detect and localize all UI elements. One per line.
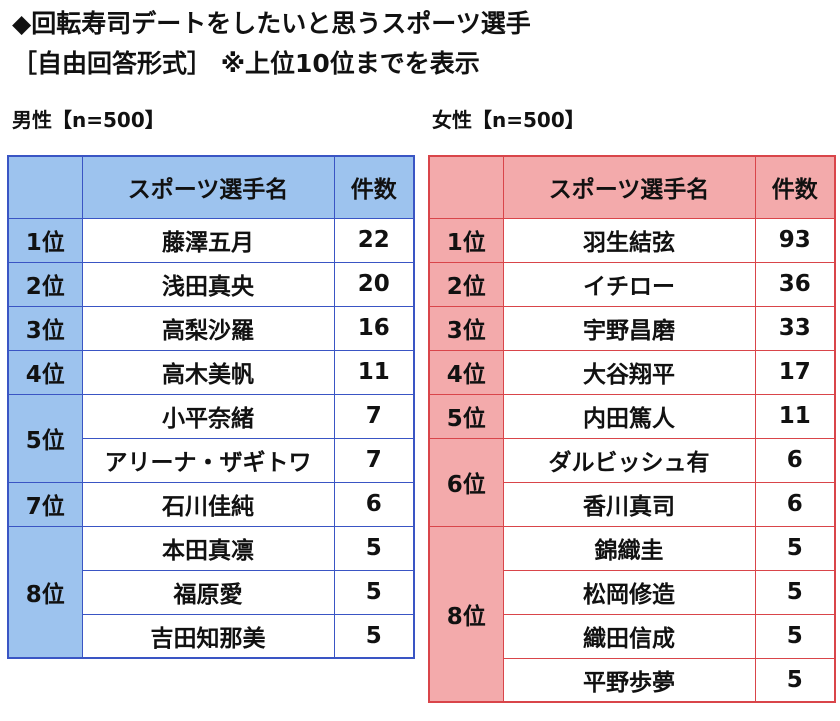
athlete-name-cell: 石川佳純	[81, 481, 335, 527]
rank-cell: 1位	[428, 217, 504, 263]
table-header-row: スポーツ選手名 件数	[428, 155, 836, 219]
count-cell: 20	[333, 261, 415, 307]
count-cell: 6	[754, 437, 836, 483]
table-row: 7位 石川佳純 6	[7, 481, 415, 527]
rank-cell: 6位	[428, 437, 504, 527]
rank-cell: 4位	[7, 349, 83, 395]
rank-cell: 4位	[428, 349, 504, 395]
count-header: 件数	[333, 155, 415, 219]
count-cell: 16	[333, 305, 415, 351]
count-cell: 5	[754, 569, 836, 615]
rank-cell: 3位	[7, 305, 83, 351]
table-row: 6位 ダルビッシュ有 6	[428, 437, 836, 527]
female-section-label: 女性【n=500】	[432, 108, 585, 132]
table-row: 平野歩夢 5	[429, 657, 836, 703]
athlete-name-cell: 宇野昌磨	[502, 305, 756, 351]
table-row: 4位 高木美帆 11	[7, 349, 415, 395]
athlete-name-cell: 浅田真央	[81, 261, 335, 307]
table-row: 松岡修造 5	[429, 569, 836, 615]
male-section-label: 男性【n=500】	[12, 108, 165, 132]
name-header: スポーツ選手名	[502, 155, 756, 219]
rank-cell: 5位	[7, 393, 83, 483]
rank-header	[428, 155, 504, 219]
count-cell: 6	[333, 481, 415, 527]
count-cell: 5	[754, 657, 836, 703]
athlete-name-cell: 錦織圭	[502, 525, 756, 571]
female-ranking-table: スポーツ選手名 件数 1位 羽生結弦 93 2位 イチロー 36 3位 宇野昌磨 33 4位 大谷翔…	[428, 155, 836, 703]
athlete-name-cell: 内田篤人	[502, 393, 756, 439]
count-cell: 33	[754, 305, 836, 351]
rank-cell: 1位	[7, 217, 83, 263]
count-cell: 93	[754, 217, 836, 263]
count-cell: 36	[754, 261, 836, 307]
count-cell: 5	[754, 525, 836, 571]
athlete-name-cell: イチロー	[502, 261, 756, 307]
athlete-name-cell: 高木美帆	[81, 349, 335, 395]
athlete-name-cell: 吉田知那美	[81, 613, 335, 659]
table-header-row: スポーツ選手名 件数	[7, 155, 415, 219]
athlete-name-cell: 松岡修造	[502, 569, 756, 615]
table-row: 織田信成 5	[429, 613, 836, 659]
rank-cell: 8位	[7, 525, 83, 659]
table-row: 2位 イチロー 36	[428, 261, 836, 307]
table-row: 5位 内田篤人 11	[428, 393, 836, 439]
page-title: ◆回転寿司デートをしたいと思うスポーツ選手	[12, 9, 531, 38]
name-header: スポーツ選手名	[81, 155, 335, 219]
table-row: 8位 本田真凛 5	[7, 525, 415, 659]
table-row: 吉田知那美 5	[8, 613, 415, 659]
count-cell: 7	[333, 437, 415, 483]
male-ranking-table: スポーツ選手名 件数 1位 藤澤五月 22 2位 浅田真央 20 3位 高梨沙羅 16 4位 高木美…	[7, 155, 415, 659]
athlete-name-cell: 福原愛	[81, 569, 335, 615]
rank-cell: 3位	[428, 305, 504, 351]
athlete-name-cell: 織田信成	[502, 613, 756, 659]
athlete-name-cell: 大谷翔平	[502, 349, 756, 395]
athlete-name-cell: 本田真凛	[81, 525, 335, 571]
table-row: 福原愛 5	[8, 569, 415, 615]
athlete-name-cell: ダルビッシュ有	[502, 437, 756, 483]
athlete-name-cell: 藤澤五月	[81, 217, 335, 263]
count-cell: 5	[754, 613, 836, 659]
rank-cell: 8位	[428, 525, 504, 703]
count-cell: 7	[333, 393, 415, 439]
table-row: 2位 浅田真央 20	[7, 261, 415, 307]
table-row: 1位 羽生結弦 93	[428, 217, 836, 263]
count-cell: 17	[754, 349, 836, 395]
page-subtitle: ［自由回答形式］ ※上位10位までを表示	[12, 49, 480, 78]
rank-cell: 2位	[7, 261, 83, 307]
rank-cell: 5位	[428, 393, 504, 439]
count-cell: 5	[333, 613, 415, 659]
table-row: 3位 高梨沙羅 16	[7, 305, 415, 351]
table-row: 8位 錦織圭 5	[428, 525, 836, 703]
athlete-name-cell: 羽生結弦	[502, 217, 756, 263]
table-row: 3位 宇野昌磨 33	[428, 305, 836, 351]
athlete-name-cell: 高梨沙羅	[81, 305, 335, 351]
table-row: アリーナ・ザギトワ 7	[8, 437, 415, 483]
count-cell: 11	[754, 393, 836, 439]
rank-header	[7, 155, 83, 219]
athlete-name-cell: 平野歩夢	[502, 657, 756, 703]
rank-cell: 2位	[428, 261, 504, 307]
rank-cell: 7位	[7, 481, 83, 527]
count-cell: 11	[333, 349, 415, 395]
count-cell: 5	[333, 525, 415, 571]
athlete-name-cell: 小平奈緒	[81, 393, 335, 439]
table-row: 4位 大谷翔平 17	[428, 349, 836, 395]
athlete-name-cell: 香川真司	[502, 481, 756, 527]
table-row: 1位 藤澤五月 22	[7, 217, 415, 263]
count-cell: 22	[333, 217, 415, 263]
count-cell: 5	[333, 569, 415, 615]
athlete-name-cell: アリーナ・ザギトワ	[81, 437, 335, 483]
count-header: 件数	[754, 155, 836, 219]
count-cell: 6	[754, 481, 836, 527]
table-row: 5位 小平奈緒 7	[7, 393, 415, 483]
table-row: 香川真司 6	[429, 481, 836, 527]
